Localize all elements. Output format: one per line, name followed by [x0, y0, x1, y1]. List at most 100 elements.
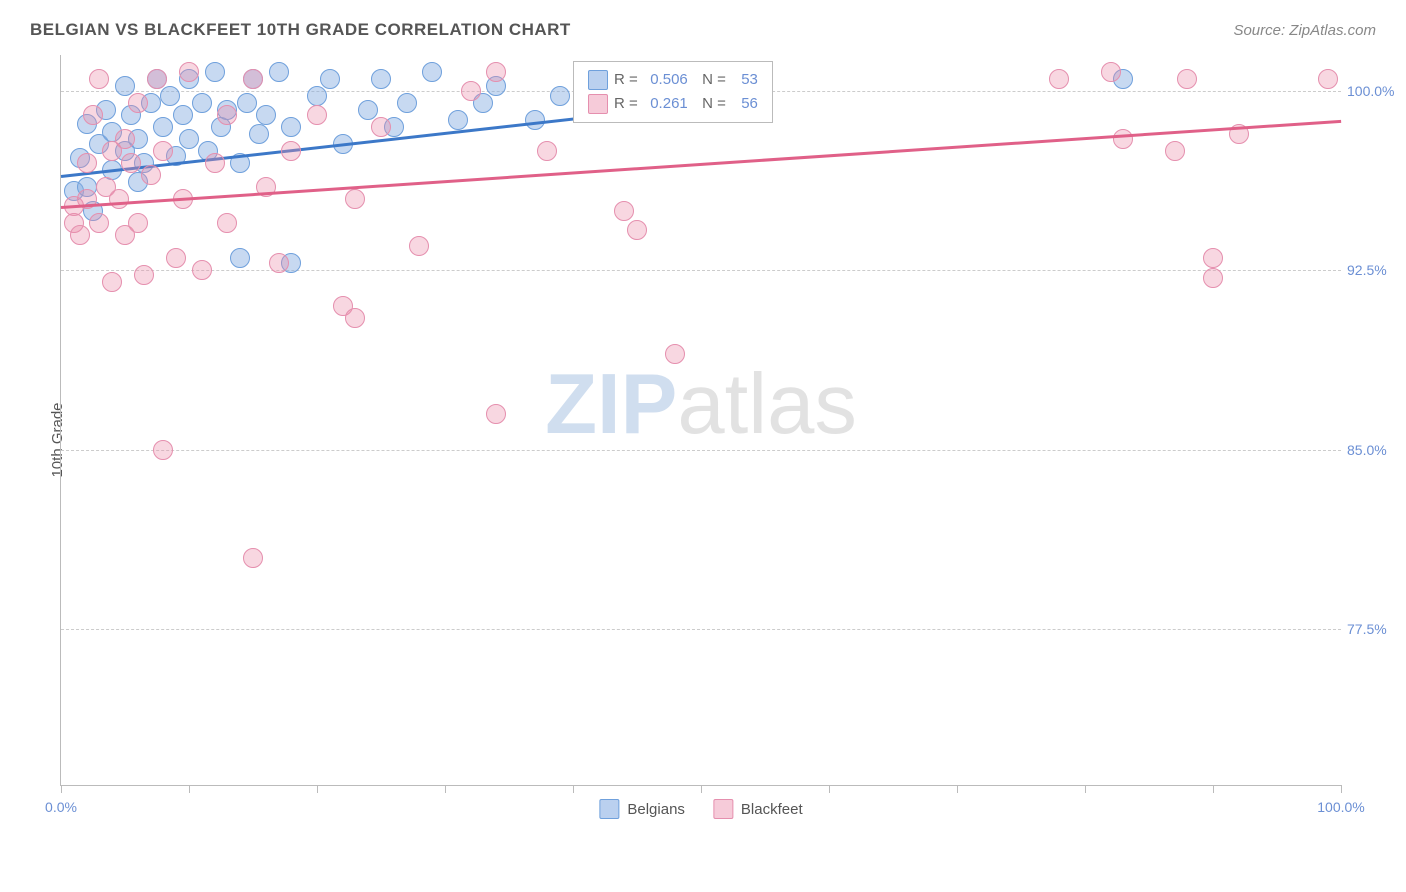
scatter-point [371, 117, 391, 137]
x-tick [573, 785, 574, 793]
source-label: Source: ZipAtlas.com [1233, 22, 1376, 39]
legend-label: Blackfeet [741, 801, 803, 818]
scatter-point [153, 141, 173, 161]
scatter-point [1049, 69, 1069, 89]
scatter-point [115, 129, 135, 149]
scatter-point [525, 110, 545, 130]
scatter-point [128, 213, 148, 233]
scatter-point [230, 248, 250, 268]
scatter-point [70, 225, 90, 245]
x-tick [61, 785, 62, 793]
scatter-point [614, 201, 634, 221]
scatter-point [550, 86, 570, 106]
scatter-point [128, 93, 148, 113]
gridline [61, 450, 1341, 451]
scatter-point [256, 105, 276, 125]
y-tick-label: 92.5% [1347, 262, 1397, 278]
scatter-point [269, 253, 289, 273]
x-tick [829, 785, 830, 793]
bottom-legend-item: Blackfeet [713, 799, 803, 819]
scatter-point [307, 105, 327, 125]
scatter-point [77, 153, 97, 173]
stats-legend-row: R =0.506 N =53 [588, 68, 758, 92]
scatter-point [205, 153, 225, 173]
scatter-point [1203, 268, 1223, 288]
scatter-point [1101, 62, 1121, 82]
gridline [61, 270, 1341, 271]
scatter-point [217, 105, 237, 125]
y-tick-label: 85.0% [1347, 442, 1397, 458]
scatter-point [179, 62, 199, 82]
scatter-point [461, 81, 481, 101]
scatter-point [486, 404, 506, 424]
stats-legend: R =0.506 N =53R =0.261 N =56 [573, 61, 773, 123]
y-tick-label: 100.0% [1347, 83, 1397, 99]
scatter-point [409, 236, 429, 256]
scatter-point [243, 69, 263, 89]
stat-n-label: N = [694, 92, 726, 116]
scatter-point [205, 62, 225, 82]
x-tick-label: 100.0% [1317, 799, 1364, 815]
scatter-point [89, 213, 109, 233]
y-tick-label: 77.5% [1347, 621, 1397, 637]
scatter-point [249, 124, 269, 144]
scatter-point [237, 93, 257, 113]
scatter-point [486, 62, 506, 82]
gridline [61, 629, 1341, 630]
scatter-point [397, 93, 417, 113]
bottom-legend-item: Belgians [599, 799, 685, 819]
scatter-point [422, 62, 442, 82]
scatter-point [89, 69, 109, 89]
watermark-zip: ZIP [545, 357, 677, 452]
scatter-point [192, 260, 212, 280]
x-tick [1085, 785, 1086, 793]
legend-label: Belgians [627, 801, 685, 818]
legend-swatch [599, 799, 619, 819]
scatter-point [320, 69, 340, 89]
scatter-point [537, 141, 557, 161]
scatter-point [166, 248, 186, 268]
stat-n-value: 56 [732, 92, 758, 116]
scatter-point [627, 220, 647, 240]
scatter-point [281, 141, 301, 161]
scatter-point [141, 165, 161, 185]
stat-n-value: 53 [732, 68, 758, 92]
scatter-point [160, 86, 180, 106]
scatter-point [217, 213, 237, 233]
scatter-point [102, 272, 122, 292]
scatter-point [1203, 248, 1223, 268]
scatter-point [345, 308, 365, 328]
scatter-point [1113, 129, 1133, 149]
stat-r-label: R = [614, 68, 638, 92]
scatter-point [121, 153, 141, 173]
scatter-point [345, 189, 365, 209]
scatter-point [281, 117, 301, 137]
scatter-point [109, 189, 129, 209]
x-tick [1213, 785, 1214, 793]
scatter-point [243, 548, 263, 568]
scatter-point [1318, 69, 1338, 89]
scatter-point [192, 93, 212, 113]
scatter-point [448, 110, 468, 130]
stats-legend-row: R =0.261 N =56 [588, 92, 758, 116]
x-tick [1341, 785, 1342, 793]
stat-r-value: 0.506 [644, 68, 688, 92]
x-tick-label: 0.0% [45, 799, 77, 815]
bottom-legend: Belgians Blackfeet [599, 799, 802, 819]
x-tick [317, 785, 318, 793]
watermark: ZIPatlas [545, 356, 857, 454]
scatter-point [83, 105, 103, 125]
stat-r-label: R = [614, 92, 638, 116]
chart-container: 10th Grade ZIPatlas 77.5%85.0%92.5%100.0… [60, 55, 1390, 825]
scatter-point [1177, 69, 1197, 89]
watermark-atlas: atlas [677, 357, 857, 452]
chart-title: BELGIAN VS BLACKFEET 10TH GRADE CORRELAT… [30, 20, 571, 40]
plot-area: ZIPatlas 77.5%85.0%92.5%100.0%0.0%100.0%… [60, 55, 1341, 786]
scatter-point [1165, 141, 1185, 161]
legend-swatch [713, 799, 733, 819]
scatter-point [307, 86, 327, 106]
x-tick [701, 785, 702, 793]
legend-swatch [588, 70, 608, 90]
scatter-point [371, 69, 391, 89]
scatter-point [665, 344, 685, 364]
